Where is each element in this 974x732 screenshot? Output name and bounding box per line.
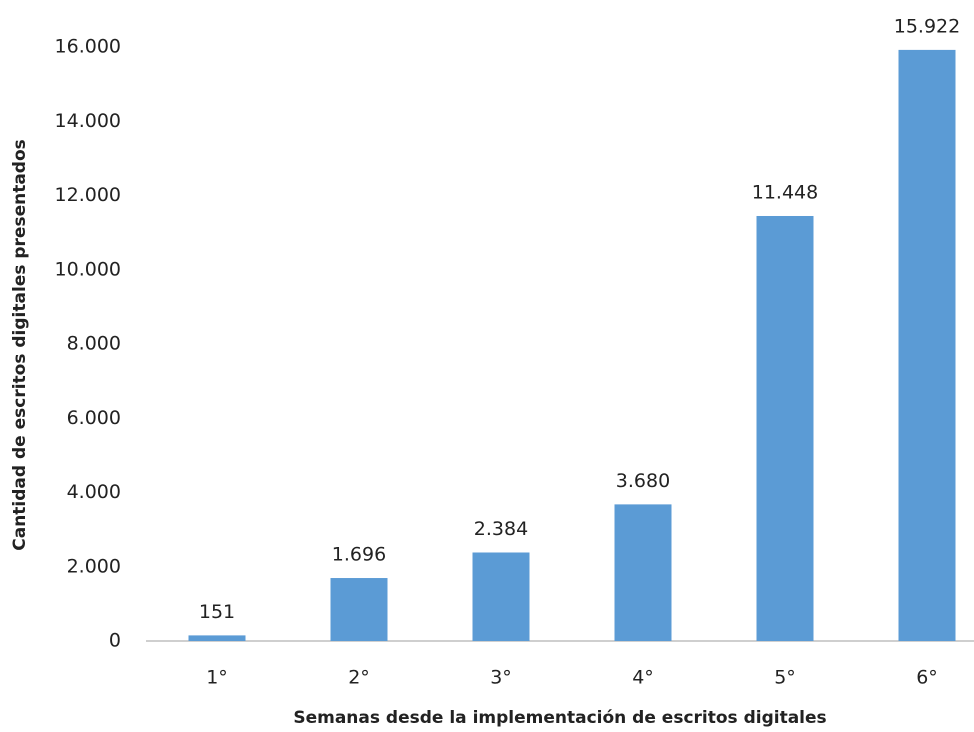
x-axis-title: Semanas desde la implementación de escri… [293, 708, 826, 728]
y-tick-label: 12.000 [55, 184, 121, 206]
value-label: 1.696 [332, 544, 386, 566]
bar [756, 215, 814, 642]
value-label: 151 [199, 601, 235, 623]
x-tick-label: 3° [490, 667, 512, 689]
y-tick-label: 14.000 [55, 110, 121, 132]
bar [614, 504, 672, 641]
bar [330, 578, 388, 641]
value-label: 3.680 [616, 470, 670, 492]
y-tick-label: 8.000 [67, 333, 121, 355]
x-tick-label: 2° [348, 667, 370, 689]
y-tick-label: 2.000 [67, 555, 121, 577]
y-tick-label: 16.000 [55, 36, 121, 58]
x-tick-label: 6° [916, 667, 938, 689]
x-tick-label: 5° [774, 667, 796, 689]
y-tick-label: 6.000 [67, 407, 121, 429]
y-tick-label: 0 [109, 630, 121, 652]
y-tick-label: 4.000 [67, 481, 121, 503]
y-tick-label: 10.000 [55, 258, 121, 280]
bar [472, 552, 530, 641]
value-label: 15.922 [894, 15, 960, 37]
x-tick-label: 4° [632, 667, 654, 689]
value-label: 11.448 [752, 181, 818, 203]
y-axis-title: Cantidad de escritos digitales presentad… [10, 139, 30, 551]
value-label: 2.384 [474, 518, 528, 540]
x-tick-label: 1° [206, 667, 228, 689]
bar [898, 49, 956, 641]
bar [188, 635, 246, 641]
